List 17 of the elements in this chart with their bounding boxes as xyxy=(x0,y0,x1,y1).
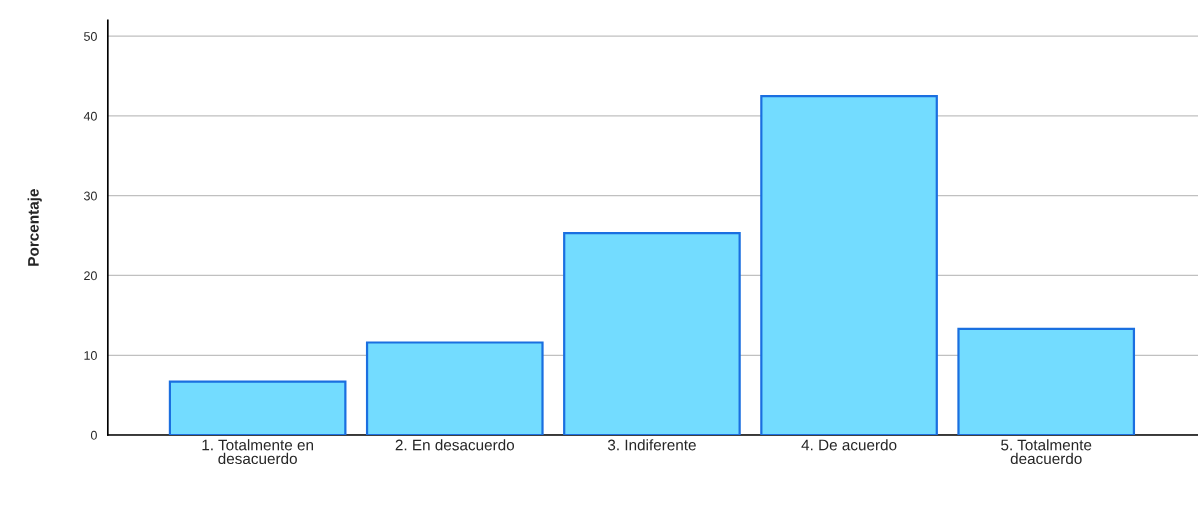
bar xyxy=(168,380,347,436)
bar xyxy=(957,327,1136,436)
x-tick-label: 2. En desacuerdo xyxy=(395,439,515,451)
y-tick-label: 50 xyxy=(84,32,97,41)
x-tick-label: 3. Indiferente xyxy=(607,439,696,451)
bar xyxy=(760,94,938,436)
x-tick-label: 5. Totalmente deacuerdo xyxy=(1001,439,1092,465)
bar xyxy=(365,341,544,436)
y-tick-label: 10 xyxy=(84,351,97,360)
bar xyxy=(563,232,741,436)
x-tick-label: 1. Totalmente en desacuerdo xyxy=(202,439,313,465)
y-tick-label: 20 xyxy=(84,271,97,281)
y-tick-label: 30 xyxy=(83,191,97,201)
x-tick-label: 4. De acuerdo xyxy=(801,439,897,451)
y-axis-title: Porcentaje xyxy=(27,189,42,266)
y-tick-label: 40 xyxy=(83,111,97,121)
y-tick-label: 0 xyxy=(90,430,97,440)
